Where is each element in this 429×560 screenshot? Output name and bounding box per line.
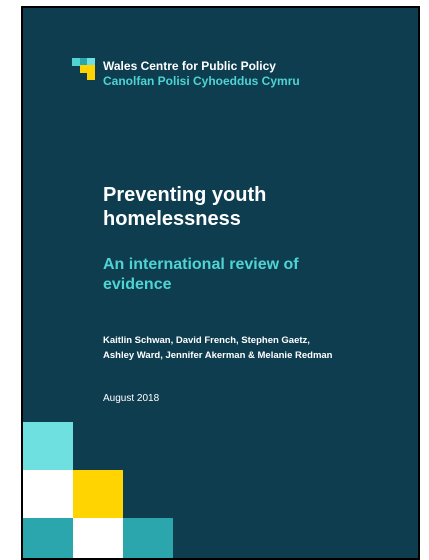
decor-block-mid-teal-1 — [23, 518, 73, 558]
authors-line-1: Kaitlin Schwan, David French, Stephen Ga… — [103, 335, 310, 346]
report-cover: Wales Centre for Public Policy Canolfan … — [21, 6, 420, 560]
report-subtitle: An international review of evidence — [103, 255, 403, 295]
decor-block-mid-teal-2 — [123, 518, 173, 558]
decor-block-light-teal — [23, 422, 73, 470]
report-authors: Kaitlin Schwan, David French, Stephen Ga… — [103, 333, 403, 363]
organisation-name-welsh: Canolfan Polisi Cyhoeddus Cymru — [103, 74, 300, 88]
report-subtitle-line-2: evidence — [103, 276, 172, 293]
authors-line-2: Ashley Ward, Jennifer Akerman & Melanie … — [103, 350, 333, 361]
report-subtitle-line-1: An international review of — [103, 256, 299, 273]
wcpp-logo-icon — [72, 58, 95, 80]
decor-block-white-2 — [73, 518, 123, 558]
decor-block-yellow — [73, 470, 123, 518]
report-title-line-1: Preventing youth — [103, 184, 267, 206]
decor-block-white-1 — [23, 470, 73, 518]
publication-date: August 2018 — [103, 393, 160, 404]
report-title: Preventing youth homelessness — [103, 183, 403, 231]
organisation-name-english: Wales Centre for Public Policy — [103, 59, 276, 73]
report-title-line-2: homelessness — [103, 208, 241, 230]
